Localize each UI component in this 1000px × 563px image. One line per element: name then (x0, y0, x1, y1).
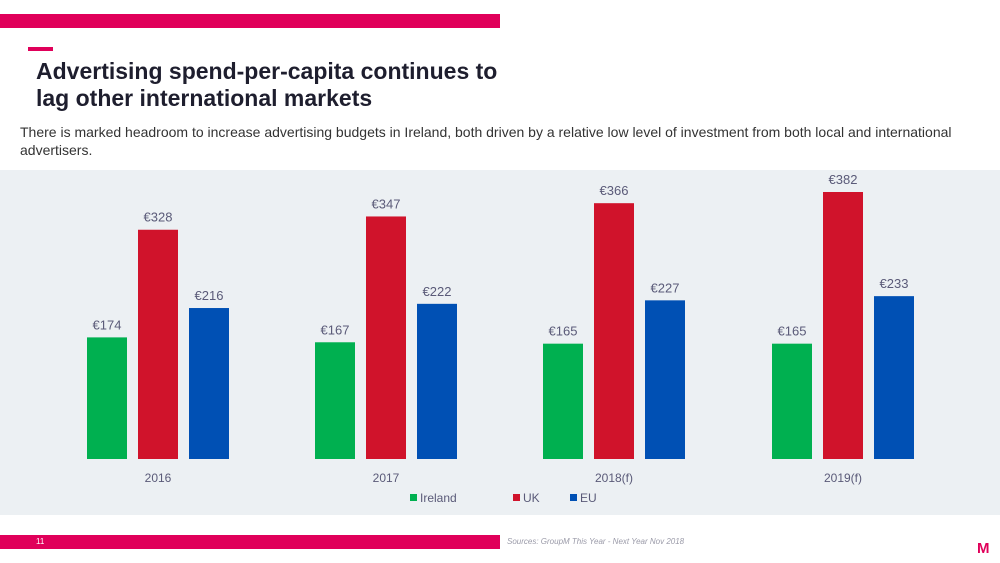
x-tick-label: 2017 (373, 471, 400, 485)
x-tick-label: 2016 (145, 471, 172, 485)
top-accent-bar (0, 14, 500, 28)
slide-title: Advertising spend-per-capita continues t… (36, 58, 656, 112)
bar-uk-2016 (138, 229, 178, 459)
x-tick-label: 2019(f) (824, 471, 862, 485)
title-accent-dash (28, 47, 53, 51)
page-number: 11 (36, 537, 45, 546)
bar-uk-2017 (366, 216, 406, 459)
data-label: €233 (880, 276, 909, 291)
data-label: €347 (372, 196, 401, 211)
bar-eu-2018(f) (645, 300, 685, 459)
bar-uk-2018(f) (594, 203, 634, 459)
data-label: €174 (93, 317, 122, 332)
bar-eu-2019(f) (874, 296, 914, 459)
bar-eu-2016 (189, 308, 229, 459)
data-label: €227 (651, 280, 680, 295)
legend-swatch-eu (570, 494, 577, 501)
data-label: €216 (195, 288, 224, 303)
data-label: €222 (423, 284, 452, 299)
data-label: €328 (144, 210, 173, 225)
x-tick-label: 2018(f) (595, 471, 633, 485)
slide-title-line-2: lag other international markets (36, 85, 373, 111)
legend-label-ireland: Ireland (420, 491, 457, 505)
bar-uk-2019(f) (823, 192, 863, 459)
bar-ireland-2019(f) (772, 343, 812, 459)
bar-ireland-2018(f) (543, 343, 583, 459)
bar-chart: €174 €328 €216 2016 €167 €347 €222 2017 €165 €366… (87, 172, 914, 505)
data-label: €382 (829, 172, 858, 187)
bottom-accent-bar (0, 535, 500, 549)
slide-title-line-1: Advertising spend-per-capita continues t… (36, 58, 498, 84)
legend-swatch-ireland (410, 494, 417, 501)
bar-eu-2017 (417, 303, 457, 459)
data-label: €165 (549, 324, 578, 339)
legend-swatch-uk (513, 494, 520, 501)
brand-logo: M (977, 540, 990, 557)
data-label: €366 (600, 183, 629, 198)
bar-ireland-2016 (87, 337, 127, 459)
legend-label-eu: EU (580, 491, 597, 505)
source-note: Sources: GroupM This Year - Next Year No… (507, 537, 685, 546)
legend-label-uk: UK (523, 491, 540, 505)
bar-ireland-2017 (315, 342, 355, 459)
data-label: €167 (321, 322, 350, 337)
chart-area: €174 €328 €216 2016 €167 €347 €222 2017 €165 €366… (0, 170, 1000, 515)
data-label: €165 (778, 324, 807, 339)
slide-subtitle: There is marked headroom to increase adv… (20, 124, 952, 158)
